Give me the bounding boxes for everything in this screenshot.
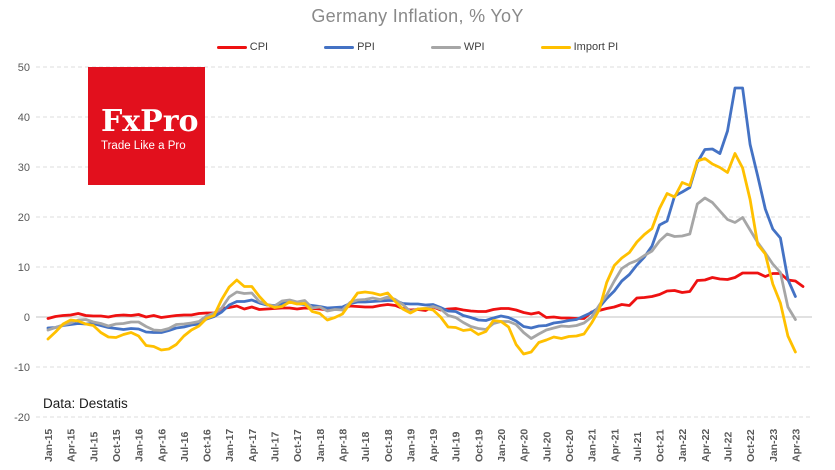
x-axis-labels: Jan-15 Apr-15 Jul-15 Oct-15 Jan-16 Apr-16 Jul-… — [43, 429, 802, 462]
x-tick-label: Oct-16 — [202, 429, 214, 462]
y-tick-label: 40 — [18, 112, 30, 124]
series-line-cpi — [46, 271, 805, 320]
x-tick-label: Oct-15 — [111, 429, 123, 462]
y-tick-label: -10 — [14, 362, 30, 374]
x-tick-label: Jan-16 — [134, 429, 146, 462]
x-tick-label: Jan-19 — [405, 429, 417, 462]
x-tick-label: Apr-15 — [66, 429, 78, 462]
y-tick-label: 50 — [18, 62, 30, 74]
fxpro-logo-tagline: Trade Like a Pro — [101, 140, 186, 152]
legend-label-cpi: CPI — [249, 41, 269, 53]
x-tick-label: Jan-21 — [587, 429, 599, 462]
import-pi-line-swatch-icon — [540, 45, 571, 49]
legend-label-import-pi: Import PI — [573, 41, 619, 53]
series-line-import-pi — [46, 152, 797, 356]
y-tick-label: 20 — [18, 212, 30, 224]
x-tick-label: Apr-19 — [428, 429, 440, 462]
cpi-line-swatch-icon — [216, 45, 247, 49]
legend-item-wpi: WPI — [430, 41, 485, 53]
series-line-ppi — [46, 86, 797, 334]
x-tick-label: Apr-18 — [337, 429, 349, 462]
chart-title: Germany Inflation, % YoY — [311, 6, 524, 26]
y-axis-labels: 50 40 30 20 10 0 -10 -20 — [14, 62, 30, 424]
x-tick-label: Apr-23 — [790, 429, 802, 462]
wpi-line-swatch-icon — [430, 45, 461, 49]
y-tick-label: 0 — [24, 312, 30, 324]
x-tick-label: Oct-21 — [655, 429, 667, 462]
x-tick-label: Jan-18 — [315, 429, 327, 462]
x-tick-label: Jul-18 — [360, 431, 372, 462]
legend-item-import-pi: Import PI — [540, 41, 619, 53]
x-tick-label: Apr-22 — [700, 429, 712, 462]
legend: CPI PPI WPI Import PI — [0, 41, 835, 53]
x-tick-label: Jul-19 — [451, 431, 463, 462]
x-tick-label: Jul-17 — [270, 431, 282, 462]
y-tick-label: 30 — [18, 162, 30, 174]
x-tick-label: Oct-18 — [383, 429, 395, 462]
x-tick-label: Jul-22 — [723, 431, 735, 462]
x-tick-label: Jan-20 — [496, 429, 508, 462]
x-tick-label: Jul-21 — [632, 431, 644, 462]
x-tick-label: Oct-22 — [745, 429, 757, 462]
x-tick-label: Jul-16 — [179, 431, 191, 462]
x-tick-label: Oct-19 — [473, 429, 485, 462]
x-tick-label: Oct-17 — [292, 429, 304, 462]
y-tick-label: -20 — [14, 412, 30, 424]
x-tick-label: Jan-23 — [768, 429, 780, 462]
legend-item-cpi: CPI — [216, 41, 269, 53]
series-lines — [46, 86, 805, 356]
x-tick-label: Jan-17 — [224, 429, 236, 462]
x-tick-label: Apr-17 — [247, 429, 259, 462]
fxpro-logo: FxPro Trade Like a Pro — [88, 67, 205, 185]
data-source-note: Data: Destatis — [43, 396, 128, 411]
legend-label-ppi: PPI — [357, 41, 375, 53]
x-tick-label: Apr-16 — [156, 429, 168, 462]
x-tick-label: Jul-15 — [88, 431, 100, 462]
fxpro-logo-wordmark: FxPro — [101, 104, 199, 139]
legend-item-ppi: PPI — [324, 41, 375, 53]
x-tick-label: Oct-20 — [564, 429, 576, 462]
x-tick-label: Jan-15 — [43, 429, 55, 462]
y-tick-label: 10 — [18, 262, 30, 274]
x-tick-label: Jul-20 — [541, 431, 553, 462]
legend-label-wpi: WPI — [463, 41, 485, 53]
x-tick-label: Apr-21 — [609, 429, 621, 462]
x-tick-label: Jan-22 — [677, 429, 689, 462]
ppi-line-swatch-icon — [324, 45, 355, 49]
x-tick-label: Apr-20 — [519, 429, 531, 462]
